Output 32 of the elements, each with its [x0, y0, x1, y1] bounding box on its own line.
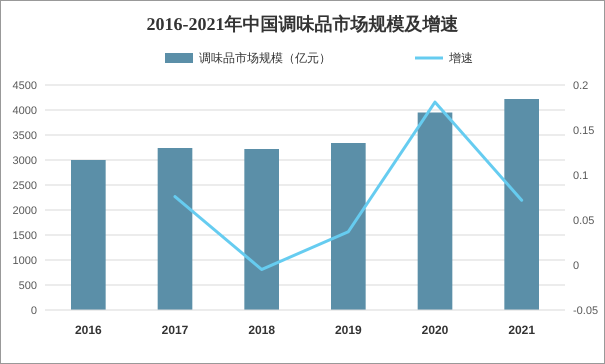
- y2-tick-label: 0.05: [573, 215, 594, 227]
- x-tick-label: 2020: [422, 323, 449, 337]
- bar: [331, 143, 366, 310]
- y-tick-label: 2000: [12, 205, 37, 217]
- y2-tick-label: 0: [573, 260, 580, 272]
- bar: [71, 160, 106, 310]
- x-tick-label: 2018: [248, 323, 276, 337]
- x-tick-label: 2019: [334, 323, 362, 337]
- legend-label: 增速: [448, 51, 473, 65]
- y-tick-label: 3500: [12, 130, 37, 142]
- y2-tick-label: 0.15: [573, 125, 594, 137]
- line-series: [174, 100, 524, 271]
- y-tick-label: 3000: [12, 155, 37, 167]
- y-tick-label: 1000: [12, 255, 37, 267]
- x-tick-label: 2017: [162, 323, 189, 337]
- x-tick-label: 2016: [74, 323, 102, 337]
- bar: [158, 148, 192, 310]
- y-tick-label: 4000: [12, 105, 37, 117]
- y-tick-label: 2500: [12, 180, 37, 192]
- y-tick-label: 0: [30, 305, 37, 317]
- y2-tick-label: 0.1: [573, 170, 588, 182]
- y2-tick-label: -0.05: [573, 305, 598, 317]
- bar: [504, 99, 539, 310]
- x-tick-label: 2021: [508, 323, 536, 337]
- y2-tick-label: 0.2: [573, 80, 588, 92]
- bar: [418, 112, 452, 310]
- y-tick-label: 4500: [12, 80, 37, 92]
- y-tick-label: 500: [18, 280, 37, 292]
- bar: [244, 149, 279, 310]
- legend-label: 调味品市场规模（亿元）: [199, 51, 331, 65]
- chart-title: 2016-2021年中国调味品市场规模及增速: [146, 14, 458, 34]
- y-tick-label: 1500: [12, 230, 37, 242]
